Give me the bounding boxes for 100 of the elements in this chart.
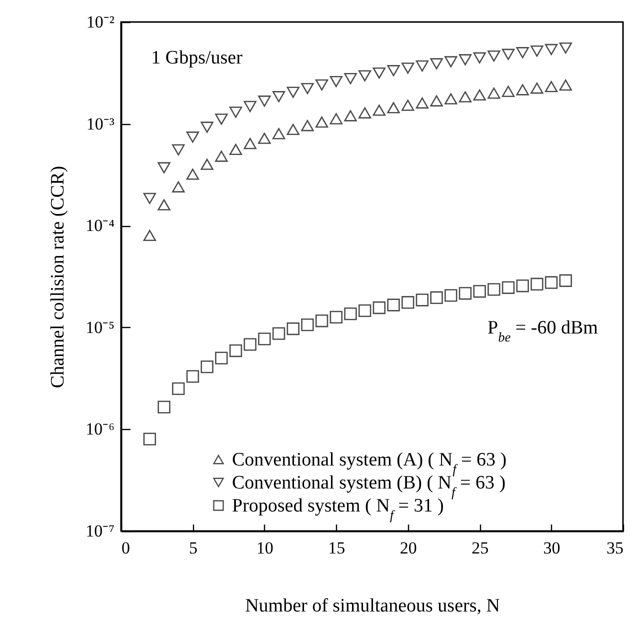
point — [229, 344, 242, 358]
point — [258, 96, 271, 107]
point — [387, 102, 400, 114]
point — [402, 296, 414, 309]
point — [502, 86, 515, 98]
point — [458, 91, 472, 102]
point — [330, 310, 342, 324]
y-tick-label: 10⁻⁵ — [86, 318, 115, 337]
point — [516, 84, 529, 96]
point — [158, 400, 170, 414]
point — [244, 100, 256, 112]
point — [172, 382, 185, 396]
point — [258, 332, 271, 346]
point — [530, 82, 544, 94]
point — [186, 132, 200, 143]
legend-label: Proposed system ( N$_{f}$ = 31 ) — [232, 496, 444, 522]
point — [344, 73, 357, 84]
point — [516, 279, 529, 292]
x-tick-label: 35 — [606, 538, 624, 558]
point — [559, 42, 572, 54]
point — [172, 181, 185, 192]
x-tick-label: 15 — [328, 538, 346, 558]
point — [402, 100, 414, 111]
legend-label: Conventional system (A) ( N$_{f}$ = 63 ) — [232, 450, 507, 476]
x-tick-label: 30 — [543, 538, 560, 558]
point — [301, 120, 314, 132]
point — [402, 62, 414, 74]
point — [344, 110, 357, 122]
point — [244, 338, 256, 351]
point — [387, 298, 400, 312]
point — [430, 95, 443, 106]
point — [559, 274, 572, 287]
point — [315, 314, 328, 328]
point — [200, 360, 214, 374]
annotation: P$_{be}$ = -60 dBm — [488, 317, 598, 344]
point — [530, 45, 544, 57]
point — [458, 287, 472, 300]
point — [330, 76, 342, 88]
x-tick-label: 20 — [400, 538, 417, 558]
point — [488, 88, 500, 99]
point — [544, 81, 558, 92]
y-tick-label: 10⁻⁴ — [86, 216, 115, 236]
point — [330, 113, 342, 124]
point — [200, 158, 214, 170]
point — [473, 52, 486, 64]
point — [372, 104, 386, 116]
point — [488, 50, 500, 62]
point — [416, 97, 429, 109]
point — [186, 168, 200, 180]
point — [172, 144, 185, 156]
point — [272, 128, 286, 140]
point — [358, 70, 372, 82]
point — [559, 80, 572, 91]
point — [444, 56, 458, 68]
point — [387, 65, 400, 76]
point — [473, 285, 486, 298]
point — [258, 132, 271, 144]
point — [215, 352, 228, 364]
point — [430, 291, 443, 304]
point — [544, 276, 558, 289]
y-tick-label: 10⁻² — [86, 12, 114, 32]
point — [488, 283, 500, 296]
point — [143, 192, 156, 204]
point — [416, 60, 429, 72]
point — [286, 322, 300, 336]
x-tick-label: 10 — [256, 538, 274, 558]
point — [272, 91, 286, 102]
point — [372, 301, 386, 314]
point — [286, 86, 300, 98]
x-tick-label: 25 — [472, 538, 489, 558]
point — [229, 144, 242, 156]
y-tick-label: 10⁻³ — [86, 114, 114, 134]
point — [444, 93, 458, 104]
point — [502, 281, 515, 294]
point — [344, 307, 357, 320]
point — [186, 370, 200, 383]
point — [458, 54, 472, 66]
y-tick-label: 10⁻⁷ — [86, 522, 115, 540]
point — [229, 106, 242, 118]
point — [544, 44, 558, 56]
point — [502, 48, 515, 60]
point — [272, 327, 286, 340]
point — [158, 162, 170, 174]
y-tick-label: 10⁻⁶ — [86, 420, 115, 439]
point — [143, 230, 156, 242]
point — [215, 114, 228, 125]
y-axis-title: Channel collision rate (CCR) — [48, 166, 69, 388]
point — [358, 304, 372, 318]
point — [286, 124, 300, 136]
point — [315, 79, 328, 90]
point — [372, 67, 386, 79]
x-axis-title: Number of simultaneous users, N — [245, 596, 500, 616]
point — [301, 82, 314, 94]
point — [215, 150, 228, 162]
point — [200, 122, 214, 133]
point — [301, 318, 314, 332]
point — [158, 199, 170, 210]
annotation: 1 Gbps/user — [151, 48, 244, 69]
point — [143, 432, 156, 446]
x-tick-label: 0 — [122, 538, 130, 558]
